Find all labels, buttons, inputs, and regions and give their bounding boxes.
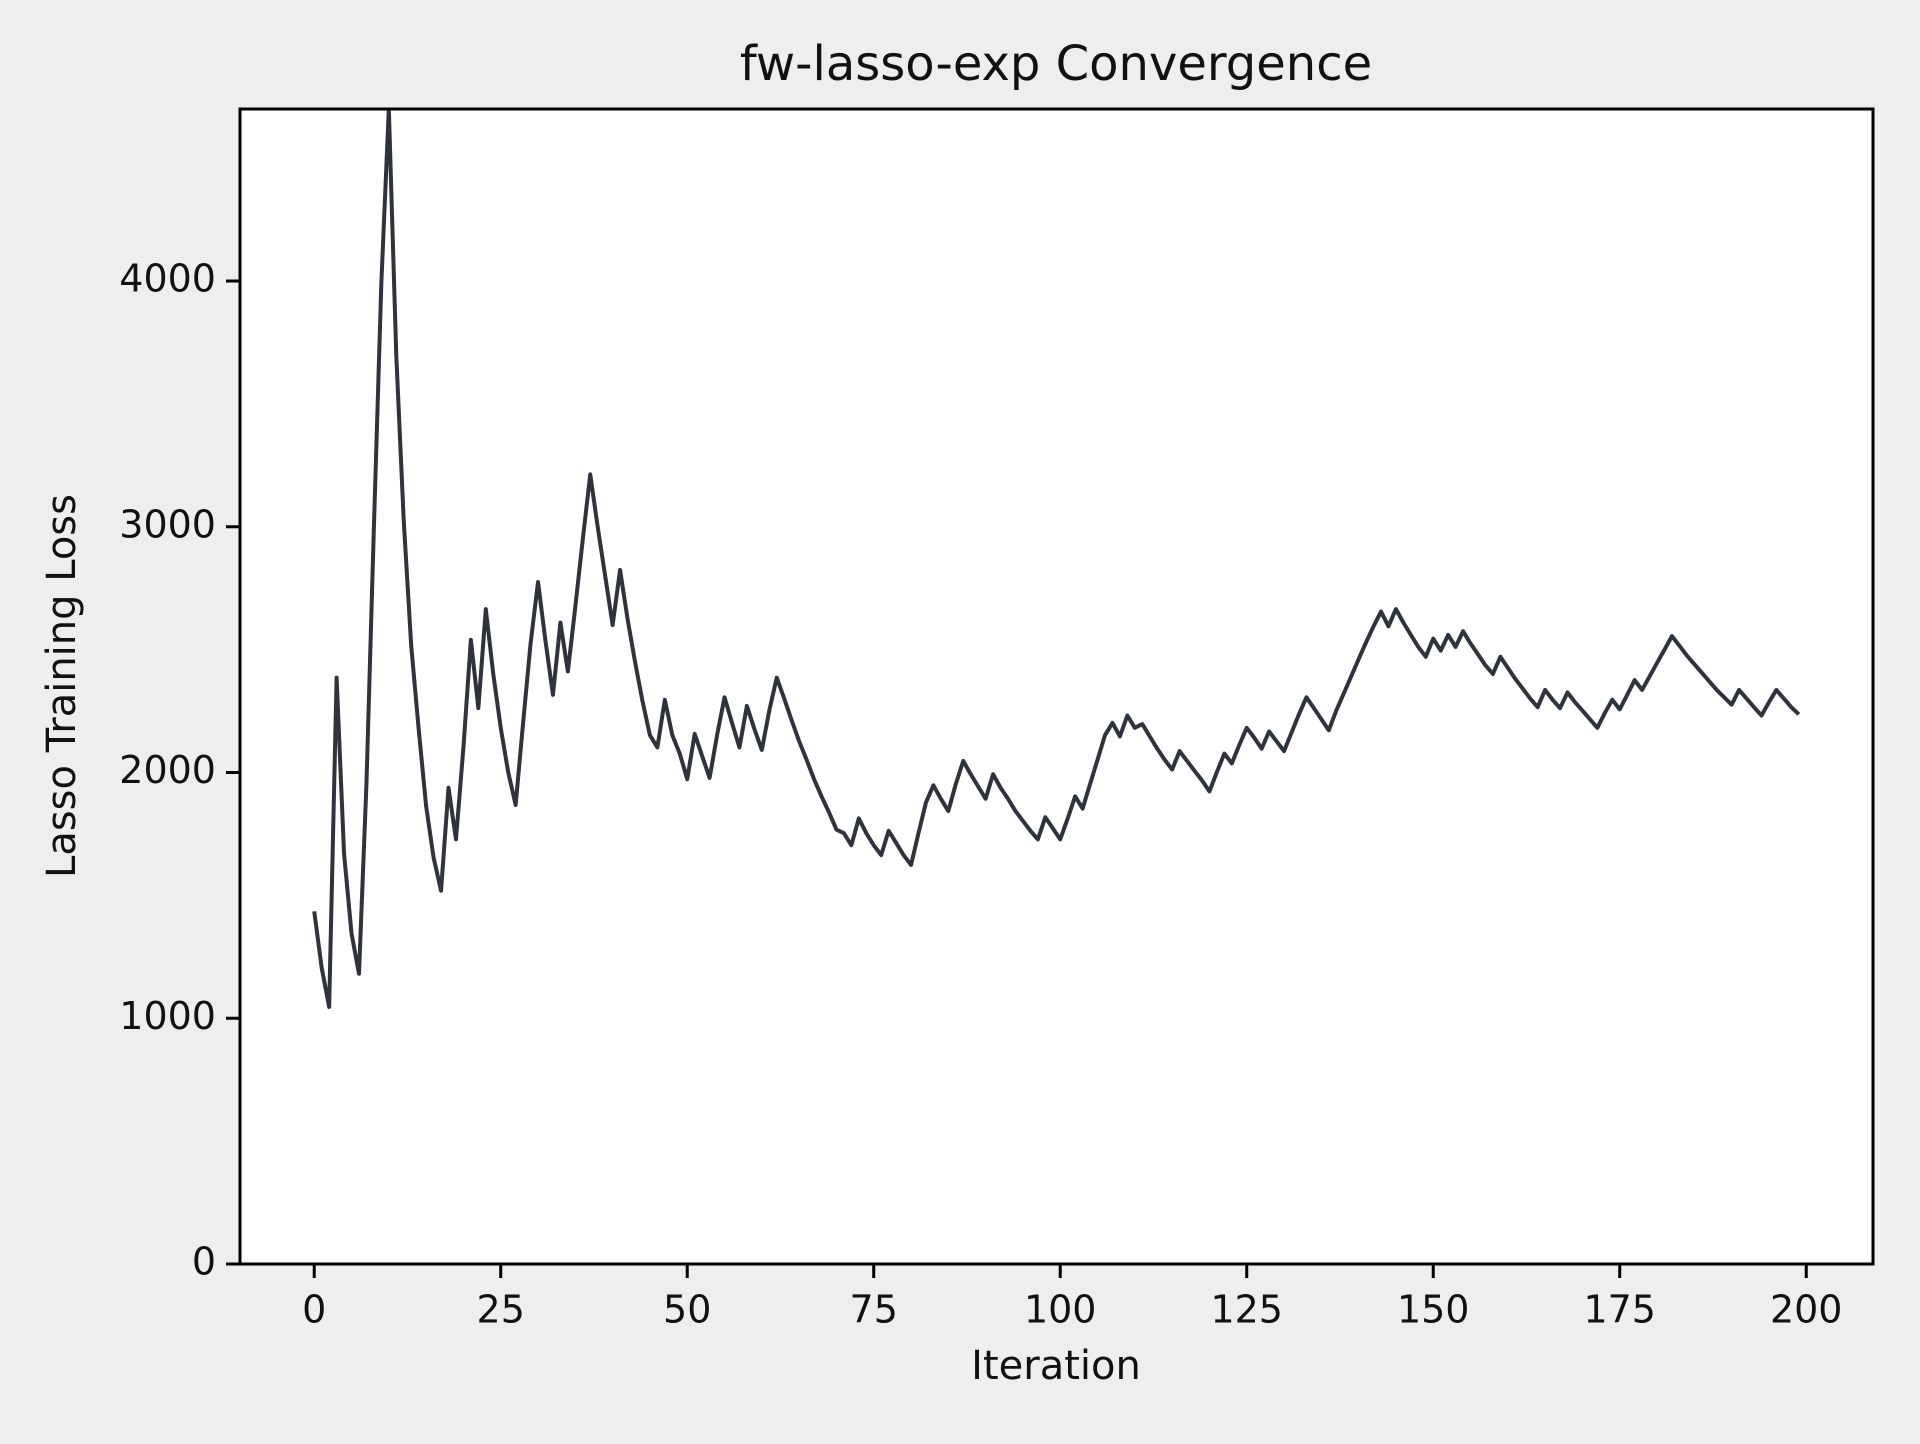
x-tick-label: 175	[1583, 1288, 1656, 1332]
x-tick-label: 50	[663, 1288, 711, 1332]
chart-title: fw-lasso-exp Convergence	[740, 36, 1372, 92]
y-axis-label: Lasso Training Loss	[39, 494, 85, 878]
x-tick-label: 125	[1210, 1288, 1283, 1332]
x-tick-label: 150	[1397, 1288, 1470, 1332]
plot-area	[240, 109, 1873, 1264]
x-tick-label: 100	[1024, 1288, 1097, 1332]
y-tick-label: 3000	[119, 502, 216, 546]
y-tick-label: 0	[192, 1240, 216, 1284]
x-tick-label: 200	[1770, 1288, 1843, 1332]
line	[312, 109, 1801, 1009]
x-tick-label: 0	[302, 1288, 326, 1332]
y-tick-label: 4000	[119, 257, 216, 301]
plot-frame	[238, 107, 1875, 1266]
y-tick-label: 2000	[119, 748, 216, 792]
y-tick-label: 1000	[119, 994, 216, 1038]
x-tick-label: 25	[477, 1288, 525, 1332]
x-axis-label: Iteration	[971, 1343, 1141, 1389]
x-tick-label: 75	[850, 1288, 898, 1332]
